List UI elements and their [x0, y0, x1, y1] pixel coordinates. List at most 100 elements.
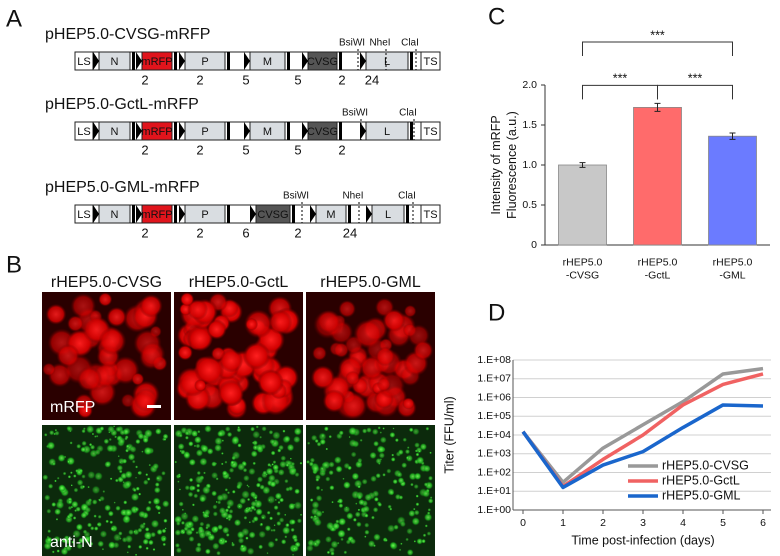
cell — [57, 484, 66, 492]
cell — [124, 480, 133, 488]
x-tick-label: rHEP5.0 -CVSG — [563, 256, 603, 281]
x-tick-label: rHEP5.0 -GctL — [638, 256, 678, 281]
cell — [338, 300, 356, 318]
cell — [178, 501, 184, 507]
cell — [274, 492, 283, 500]
junction-count: 2 — [141, 72, 148, 87]
cell — [193, 435, 202, 444]
cell — [76, 366, 102, 392]
restriction-site: ClaI — [398, 191, 416, 202]
cell — [393, 524, 399, 531]
cell — [106, 444, 115, 453]
cell — [196, 470, 201, 476]
cell — [423, 513, 433, 522]
cell — [364, 493, 373, 502]
cell — [225, 532, 230, 537]
y-axis-title: Titer (FFU/ml) — [442, 396, 456, 473]
cell — [130, 492, 140, 502]
cell — [221, 470, 228, 477]
gene-label: CVSG — [257, 209, 288, 221]
cell — [416, 538, 423, 545]
cell — [94, 448, 101, 456]
cell — [95, 434, 99, 438]
cell — [72, 516, 77, 520]
cell — [392, 478, 398, 485]
cell — [204, 548, 211, 555]
cell — [199, 457, 208, 466]
cell — [306, 544, 314, 552]
cell — [226, 431, 233, 438]
cell — [67, 512, 74, 518]
cell — [359, 438, 363, 442]
cell — [267, 540, 276, 549]
cell — [312, 345, 327, 361]
cell — [233, 518, 242, 527]
y-tick-label: 1.E+06 — [477, 391, 511, 403]
cell — [174, 542, 181, 549]
cell — [316, 441, 322, 447]
cell — [138, 492, 142, 496]
gene-end — [132, 52, 135, 70]
cell — [283, 435, 291, 443]
cell — [411, 517, 421, 526]
cell — [315, 485, 321, 491]
bar — [708, 135, 757, 246]
cell — [103, 438, 110, 445]
cell — [269, 438, 276, 445]
cell — [326, 550, 331, 555]
cell — [354, 511, 361, 518]
cell — [259, 484, 265, 491]
cell — [148, 463, 152, 467]
cell — [397, 477, 405, 484]
cell — [113, 501, 116, 504]
cell — [308, 461, 314, 467]
cell — [357, 508, 361, 512]
cell — [376, 445, 385, 454]
cell — [270, 450, 276, 456]
cell — [79, 468, 84, 473]
cell — [389, 541, 397, 550]
cell — [178, 433, 183, 438]
cell — [269, 464, 272, 468]
cell — [345, 506, 348, 509]
cell — [83, 535, 92, 544]
cell — [142, 479, 149, 486]
cell — [258, 530, 267, 539]
cell — [384, 538, 388, 542]
cell — [378, 452, 386, 459]
cell — [371, 428, 379, 436]
cell — [184, 430, 190, 436]
cell — [413, 472, 422, 481]
gene-end — [174, 52, 177, 70]
y-tick-label: 1.0 — [522, 159, 537, 171]
restriction-site: NheI — [369, 38, 390, 49]
cell — [45, 303, 67, 325]
gene-end — [339, 122, 342, 140]
cell — [148, 539, 154, 546]
cell — [152, 548, 156, 551]
cell — [96, 522, 100, 526]
y-tick-label: 1.E+02 — [477, 466, 511, 478]
cell — [406, 548, 414, 556]
cell — [338, 503, 344, 509]
cell — [281, 526, 291, 535]
cell — [348, 426, 358, 436]
cell — [152, 497, 161, 506]
cell — [70, 293, 97, 319]
gene-end — [132, 205, 135, 223]
cell — [379, 436, 387, 444]
cell — [255, 443, 264, 452]
cell — [88, 442, 93, 447]
gene-label: P — [201, 126, 208, 138]
gene-end — [292, 205, 295, 223]
cell — [104, 460, 112, 468]
cell — [364, 535, 367, 538]
cell — [53, 535, 61, 543]
error-bar — [729, 132, 736, 140]
cell — [116, 464, 124, 472]
gene-end — [132, 122, 135, 140]
cell — [424, 524, 428, 528]
cell — [162, 542, 167, 547]
cell — [80, 446, 87, 453]
cell — [187, 521, 193, 527]
